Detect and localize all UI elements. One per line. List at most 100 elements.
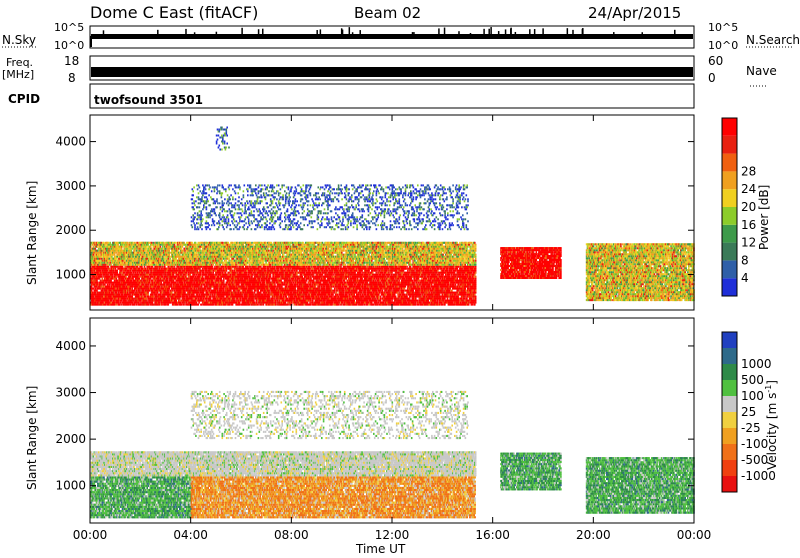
scatter-cell xyxy=(307,292,309,294)
scatter-cell xyxy=(244,286,246,288)
scatter-cell xyxy=(334,288,336,290)
scatter-cell xyxy=(213,280,215,282)
scatter-cell xyxy=(124,298,126,300)
scatter-cell xyxy=(264,266,266,268)
scatter-cell xyxy=(118,300,120,302)
scatter-cell xyxy=(294,292,296,294)
scatter-cell xyxy=(120,274,122,276)
scatter-cell xyxy=(200,274,202,276)
scatter-cell xyxy=(168,282,170,284)
scatter-cell xyxy=(164,266,166,268)
scatter-cell xyxy=(291,274,293,276)
scatter-cell xyxy=(343,294,345,296)
scatter-cell xyxy=(286,298,288,300)
scatter-cell xyxy=(195,276,197,278)
scatter-cell xyxy=(124,300,126,302)
scatter-cell xyxy=(149,290,151,292)
scatter-cell xyxy=(304,266,306,268)
scatter-cell xyxy=(230,298,232,300)
scatter-cell xyxy=(116,270,118,272)
scatter-cell xyxy=(172,266,174,268)
scatter-cell xyxy=(232,304,234,306)
scatter-cell xyxy=(139,284,141,286)
scatter-cell xyxy=(149,282,151,284)
scatter-cell xyxy=(189,294,191,296)
scatter-cell xyxy=(106,282,108,284)
scatter-cell xyxy=(119,282,121,284)
scatter-cell xyxy=(115,268,117,270)
scatter-cell xyxy=(319,288,321,290)
scatter-cell xyxy=(112,274,114,276)
scatter-cell xyxy=(124,272,126,274)
scatter-cell xyxy=(295,290,297,292)
scatter-cell xyxy=(101,274,103,276)
scatter-cell xyxy=(295,286,297,288)
scatter-cell xyxy=(275,286,277,288)
scatter-cell xyxy=(128,280,130,282)
scatter-cell xyxy=(100,270,102,272)
scatter-cell xyxy=(334,292,336,294)
scatter-cell xyxy=(310,298,312,300)
scatter-cell xyxy=(154,292,156,294)
scatter-cell xyxy=(227,286,229,288)
scatter-cell xyxy=(274,284,276,286)
scatter-cell xyxy=(247,278,249,280)
scatter-cell xyxy=(289,278,291,280)
scatter-cell xyxy=(112,276,114,278)
scatter-cell xyxy=(320,266,322,268)
scatter-cell xyxy=(246,272,248,274)
scatter-cell xyxy=(146,286,148,288)
scatter-cell xyxy=(178,284,180,286)
scatter-cell xyxy=(258,268,260,270)
scatter-cell xyxy=(107,270,109,272)
scatter-cell xyxy=(238,284,240,286)
scatter-cell xyxy=(312,268,314,270)
scatter-cell xyxy=(296,274,298,276)
scatter-cell xyxy=(110,302,112,304)
scatter-cell xyxy=(262,290,264,292)
scatter-cell xyxy=(208,302,210,304)
scatter-cell xyxy=(236,286,238,288)
scatter-cell xyxy=(327,270,329,272)
scatter-cell xyxy=(183,288,185,290)
scatter-cell xyxy=(332,302,334,304)
scatter-cell xyxy=(237,272,239,274)
scatter-cell xyxy=(247,266,249,268)
scatter-cell xyxy=(292,270,294,272)
scatter-cell xyxy=(168,298,170,300)
scatter-cell xyxy=(173,280,175,282)
scatter-cell xyxy=(322,274,324,276)
scatter-cell xyxy=(313,274,315,276)
scatter-cell xyxy=(295,278,297,280)
scatter-cell xyxy=(240,266,242,268)
scatter-cell xyxy=(175,300,177,302)
scatter-cell xyxy=(188,278,190,280)
scatter-cell xyxy=(293,282,295,284)
scatter-cell xyxy=(306,270,308,272)
scatter-cell xyxy=(254,292,256,294)
scatter-cell xyxy=(160,294,162,296)
scatter-cell xyxy=(211,270,213,272)
scatter-cell xyxy=(172,290,174,292)
scatter-cell xyxy=(234,284,236,286)
scatter-cell xyxy=(212,282,214,284)
scatter-cell xyxy=(253,300,255,302)
nave-tick-bottom: 0 xyxy=(708,71,716,85)
scatter-cell xyxy=(297,280,299,282)
scatter-cell xyxy=(260,292,262,294)
scatter-cell xyxy=(167,280,169,282)
scatter-cell xyxy=(299,266,301,268)
scatter-cell xyxy=(215,270,217,272)
scatter-cell xyxy=(246,298,248,300)
scatter-cell xyxy=(193,294,195,296)
scatter-cell xyxy=(121,304,123,306)
scatter-cell xyxy=(203,270,205,272)
scatter-cell xyxy=(151,272,153,274)
scatter-cell xyxy=(264,276,266,278)
scatter-cell xyxy=(291,282,293,284)
scatter-cell xyxy=(307,288,309,290)
scatter-cell xyxy=(181,304,183,306)
scatter-cell xyxy=(125,276,127,278)
scatter-cell xyxy=(206,268,208,270)
scatter-cell xyxy=(318,296,320,298)
